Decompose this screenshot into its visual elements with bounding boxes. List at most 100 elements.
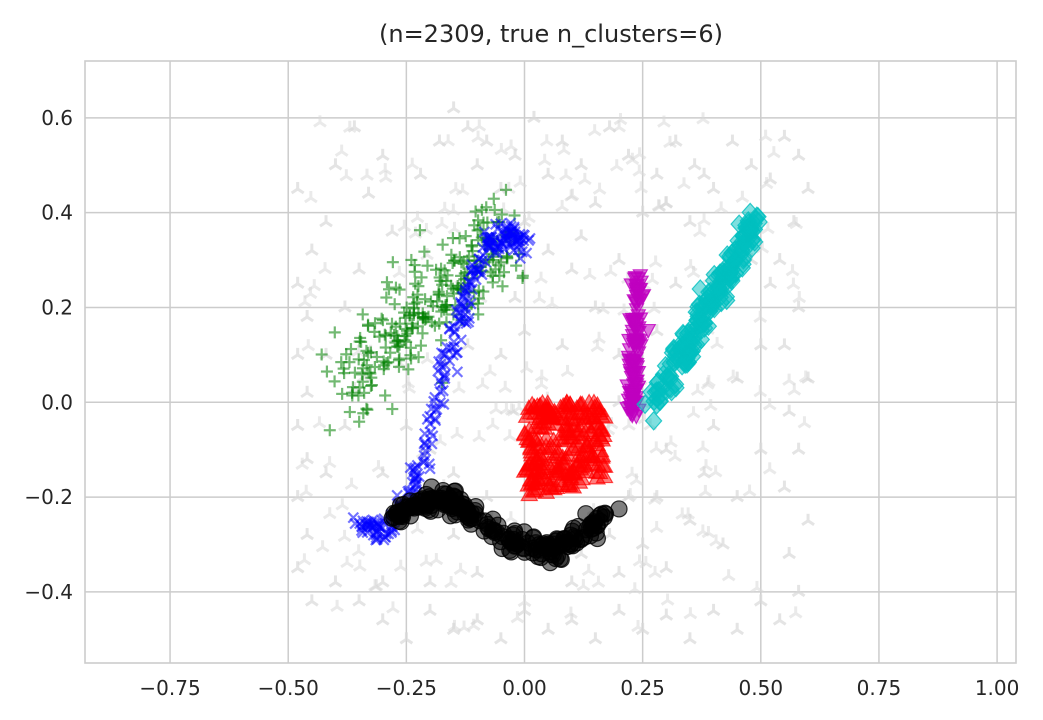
noise-point — [392, 265, 407, 279]
noise-point — [706, 418, 721, 432]
cluster-point-plus — [354, 331, 367, 344]
noise-point — [767, 146, 781, 159]
noise-point — [352, 594, 366, 607]
noise-point — [330, 599, 344, 613]
noise-point — [612, 120, 626, 133]
noise-point — [489, 402, 503, 415]
cluster-point-x — [448, 336, 460, 348]
noise-point — [592, 331, 606, 345]
cluster-point-x — [451, 366, 464, 378]
noise-point — [541, 622, 555, 636]
noise-point — [290, 347, 305, 361]
noise-point — [494, 142, 509, 156]
noise-point — [423, 603, 437, 617]
cluster-point-plus — [412, 351, 425, 364]
noise-point — [753, 310, 768, 324]
cluster-point-triangle — [545, 447, 564, 464]
noise-point — [777, 480, 792, 493]
noise-point — [360, 168, 374, 181]
cluster-point-circle — [414, 492, 432, 510]
noise-point — [690, 383, 705, 396]
noise-point — [789, 216, 804, 230]
noise-point — [612, 253, 626, 266]
noise-point — [587, 124, 602, 137]
noise-point — [650, 167, 664, 181]
noise-point — [706, 181, 721, 195]
cluster-point-plus — [424, 295, 437, 308]
cluster-point-triangle-down — [629, 312, 646, 328]
cluster-point-plus — [352, 353, 365, 366]
cluster-point-x — [476, 268, 488, 281]
cluster-point-x — [437, 398, 450, 411]
noise-point — [588, 632, 603, 645]
cluster-point-plus — [419, 293, 432, 306]
noise-point — [699, 459, 713, 472]
cluster-point-triangle — [570, 446, 589, 463]
noise-point — [315, 540, 330, 553]
noise-point — [759, 177, 774, 190]
cluster-point-plus — [433, 271, 446, 284]
noise-point — [791, 442, 806, 455]
noise-point — [371, 460, 386, 473]
noise-point — [557, 143, 571, 156]
noise-point — [335, 498, 350, 511]
noise-point — [290, 181, 305, 195]
noise-point — [725, 134, 740, 147]
noise-point — [785, 264, 800, 277]
noise-point — [305, 243, 319, 256]
noise-point — [744, 158, 759, 171]
noise-point — [687, 158, 702, 171]
noise-point — [623, 488, 638, 501]
cluster-point-x — [461, 281, 474, 294]
noise-point — [730, 622, 745, 636]
noise-point — [393, 559, 408, 572]
noise-point — [519, 361, 534, 374]
cluster-point-x — [457, 290, 469, 302]
noise-point — [657, 115, 671, 128]
cluster-point-x — [407, 463, 420, 475]
cluster-point-plus — [380, 357, 393, 370]
x-tick-label: 1.00 — [975, 676, 1020, 700]
noise-point — [603, 264, 618, 278]
cluster-point-plus — [315, 348, 328, 361]
cluster-point-triangle — [556, 415, 575, 432]
data-points — [290, 101, 815, 645]
cluster-point-triangle — [581, 446, 600, 463]
cluster-point-x — [462, 316, 475, 328]
noise-point — [290, 418, 305, 432]
cluster-point-x — [347, 511, 360, 524]
noise-point — [413, 167, 428, 181]
noise-point — [508, 291, 522, 304]
cluster-point-plus — [422, 310, 435, 323]
noise-point — [650, 324, 664, 337]
noise-point — [681, 507, 695, 520]
noise-point — [777, 338, 792, 351]
cluster-point-plus — [352, 389, 365, 402]
noise-point — [632, 147, 647, 160]
noise-point — [703, 399, 718, 412]
cluster-point-x — [367, 529, 380, 541]
noise-point — [470, 158, 485, 171]
noise-point — [322, 507, 337, 520]
noise-point — [502, 429, 517, 442]
noise-point — [342, 120, 357, 133]
noise-point — [631, 620, 645, 633]
noise-point — [634, 181, 648, 194]
noise-point — [782, 373, 796, 386]
noise-point — [545, 296, 559, 310]
noise-point — [475, 377, 490, 390]
noise-point — [375, 148, 390, 162]
noise-point — [318, 262, 332, 275]
noise-point — [386, 601, 400, 614]
noise-point — [663, 135, 677, 149]
x-tick-label: 0.75 — [857, 676, 902, 700]
cluster-point-plus — [402, 363, 415, 376]
cluster-point-plus — [392, 354, 405, 367]
cluster-point-x — [429, 391, 441, 404]
noise-point — [591, 575, 606, 588]
noise-point — [801, 181, 815, 195]
noise-point — [472, 430, 486, 443]
cluster-point-triangle-down — [628, 409, 645, 425]
cluster-point-x — [435, 361, 448, 373]
